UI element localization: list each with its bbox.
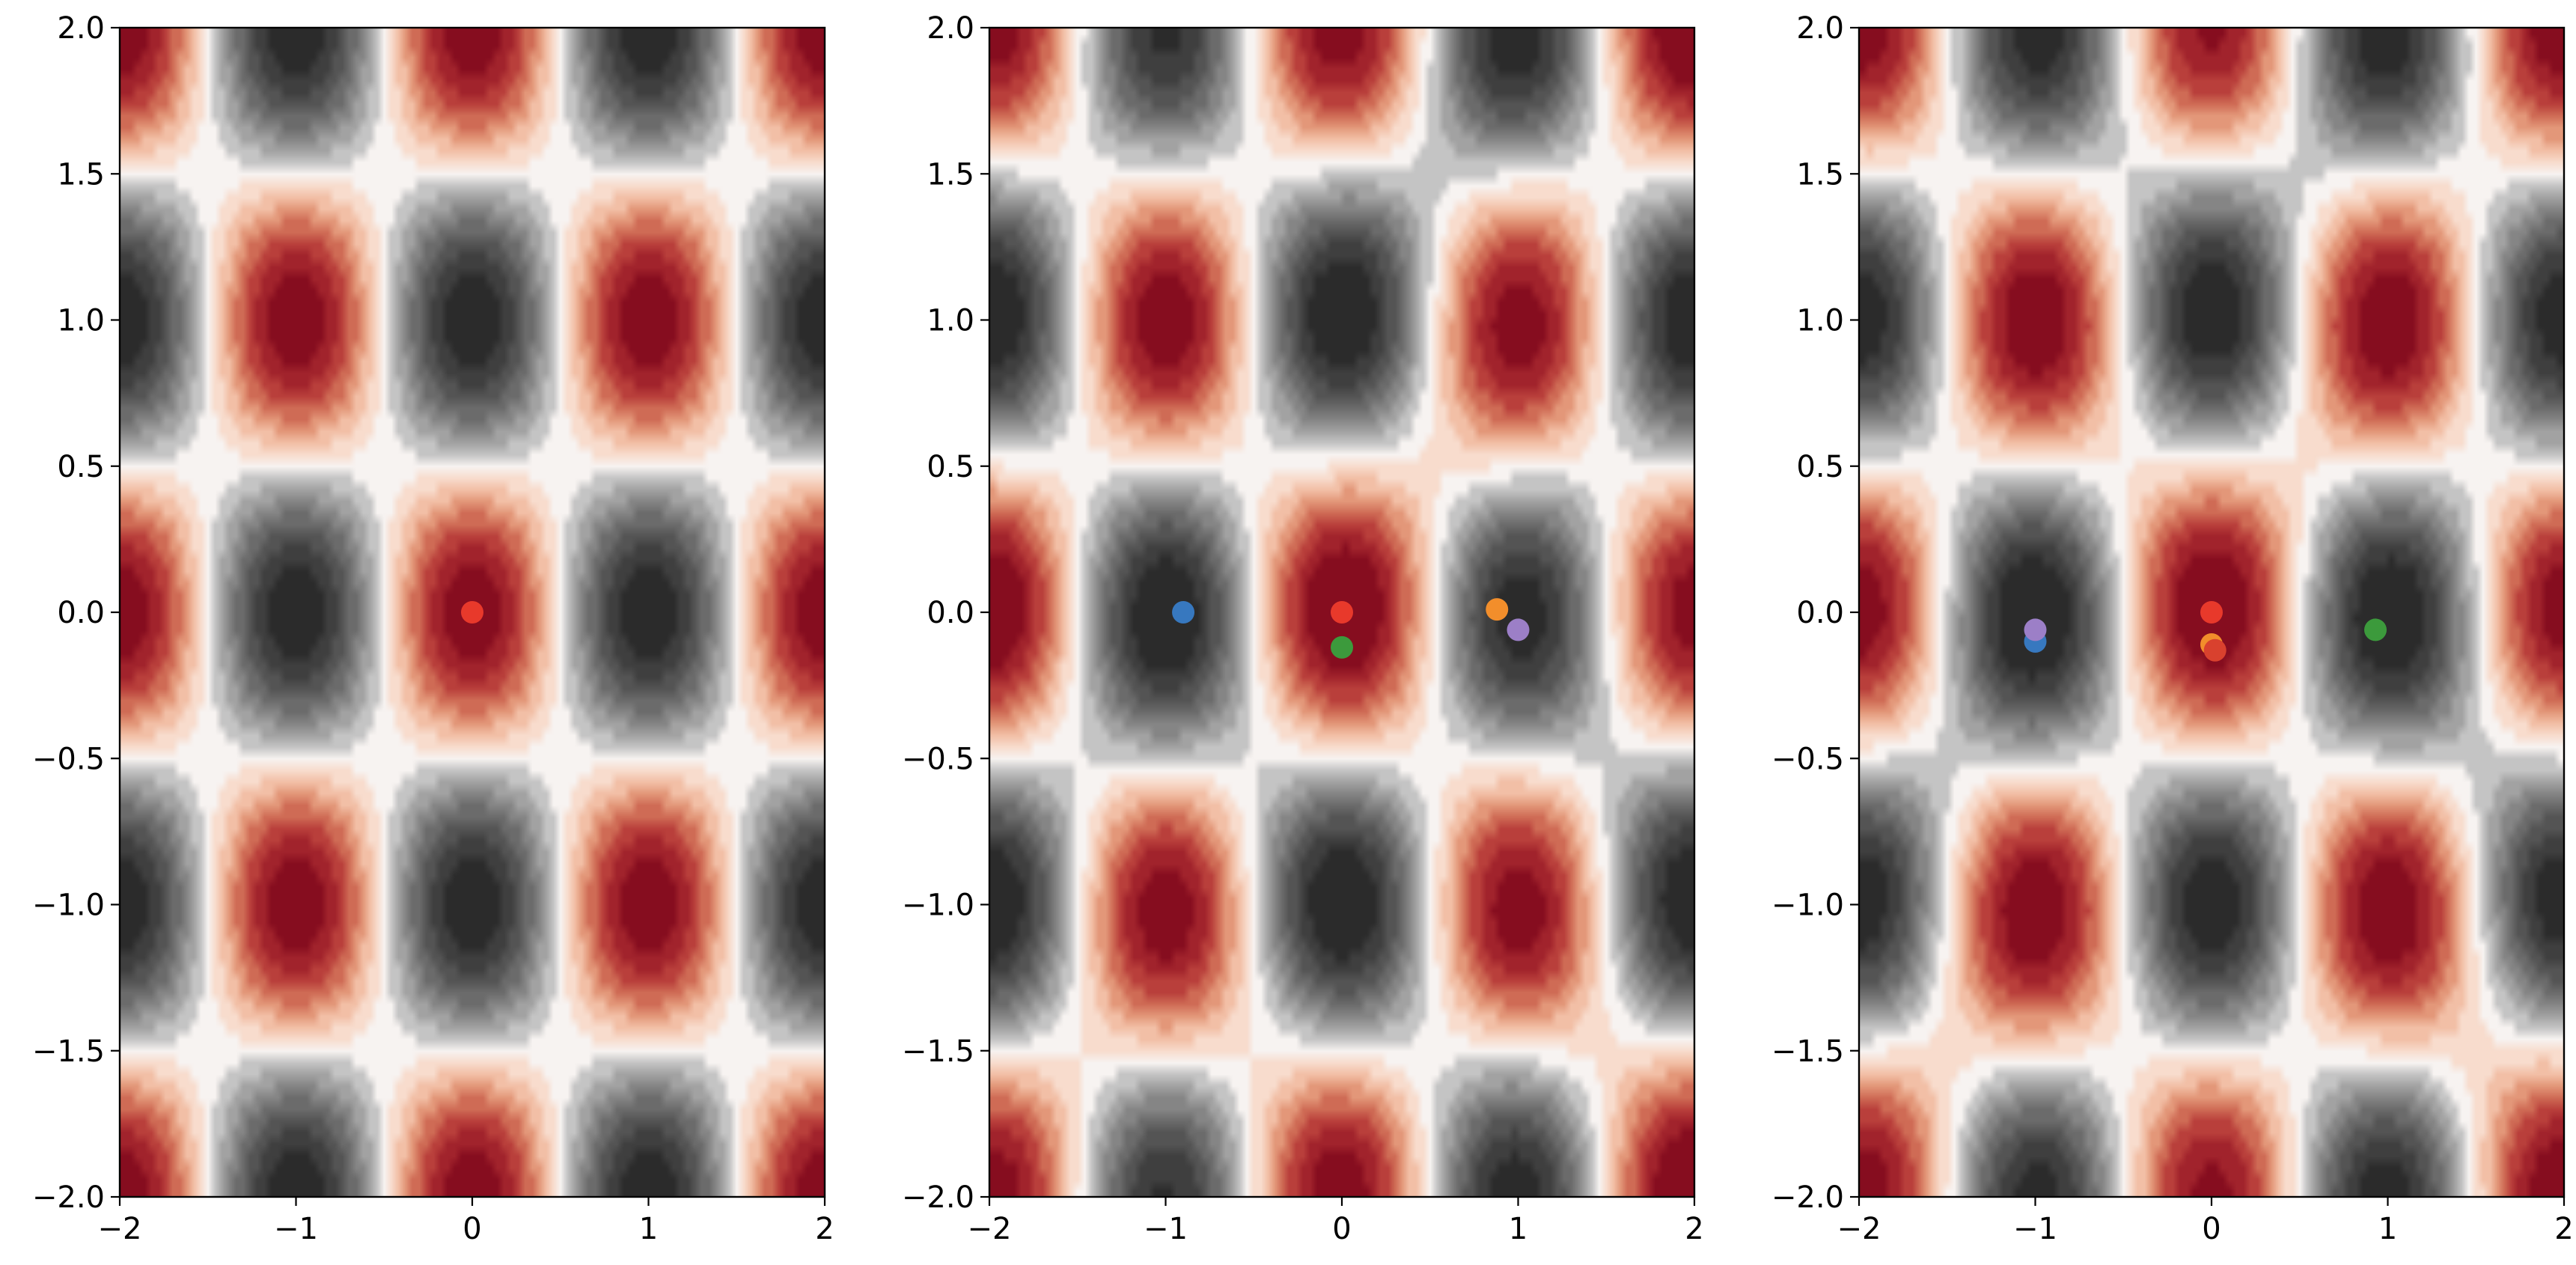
y-tick-label: −1.5 [902, 1034, 974, 1069]
data-point [1172, 601, 1195, 624]
y-tick-label: 2.0 [57, 11, 105, 46]
y-tick-label: −1.5 [1771, 1034, 1844, 1069]
x-tick-label: 0 [2202, 1212, 2221, 1246]
x-tick-label: −2 [98, 1212, 142, 1246]
data-point [1486, 598, 1509, 621]
x-tick-label: −2 [968, 1212, 1012, 1246]
y-tick-label: −2.0 [1771, 1180, 1844, 1215]
panel-1: −2 −1 0 1 2 −2.0 −1.5 −1.0 −0.5 0.0 0.5 1.0 1.5 2.0 [32, 11, 834, 1246]
y-tick-label: 0.0 [57, 596, 105, 630]
data-point [461, 601, 483, 624]
y-tick-label: 1.0 [57, 304, 105, 338]
data-point [1331, 635, 1353, 659]
y-tick-label: −0.5 [902, 742, 974, 776]
x-tick-label: −1 [274, 1212, 318, 1246]
y-tick-label: 1.5 [927, 157, 974, 192]
y-tick-label: 1.0 [1796, 304, 1844, 338]
panel-3: −2 −1 0 1 2 −2.0 −1.5 −1.0 −0.5 0.0 0.5 1.0 1.5 2.0 [1771, 11, 2574, 1246]
y-tick-label: −1.0 [902, 888, 974, 923]
x-tick-label: −1 [1144, 1212, 1188, 1246]
y-tick-label: 0.0 [1796, 596, 1844, 630]
x-tick-label: −2 [1837, 1212, 1881, 1246]
y-tick-label: 1.0 [927, 304, 974, 338]
y-tick-label: 0.5 [1796, 450, 1844, 484]
x-tick-label: 0 [1332, 1212, 1351, 1246]
y-tick-label: 2.0 [927, 11, 974, 46]
y-tick-label: 0.5 [927, 450, 974, 484]
y-tick-label: −0.5 [1771, 742, 1844, 776]
x-tick-label: 0 [463, 1212, 481, 1246]
y-tick-label: 1.5 [1796, 157, 1844, 192]
y-tick-label: −1.0 [32, 888, 105, 923]
x-tick-label: 1 [1509, 1212, 1527, 1246]
data-point [1331, 601, 1353, 624]
data-point [2203, 638, 2226, 662]
data-point [2200, 601, 2223, 624]
y-tick-label: −2.0 [902, 1180, 974, 1215]
x-tick-label: −1 [2013, 1212, 2057, 1246]
panel-2: −2 −1 0 1 2 −2.0 −1.5 −1.0 −0.5 0.0 0.5 1.0 1.5 2.0 [902, 11, 1704, 1246]
data-point [1507, 618, 1530, 641]
data-point [2024, 618, 2047, 641]
y-tick-label: 2.0 [1796, 11, 1844, 46]
y-tick-label: 0.0 [927, 596, 974, 630]
y-tick-label: −0.5 [32, 742, 105, 776]
y-tick-label: 1.5 [57, 157, 105, 192]
data-point [2364, 618, 2387, 641]
x-tick-label: 1 [2378, 1212, 2397, 1246]
x-tick-label: 2 [815, 1212, 834, 1246]
x-tick-label: 2 [2554, 1212, 2573, 1246]
y-tick-label: −1.5 [32, 1034, 105, 1069]
x-tick-label: 2 [1685, 1212, 1703, 1246]
y-tick-label: −1.0 [1771, 888, 1844, 923]
y-tick-label: 0.5 [57, 450, 105, 484]
y-tick-label: −2.0 [32, 1180, 105, 1215]
x-tick-label: 1 [639, 1212, 658, 1246]
